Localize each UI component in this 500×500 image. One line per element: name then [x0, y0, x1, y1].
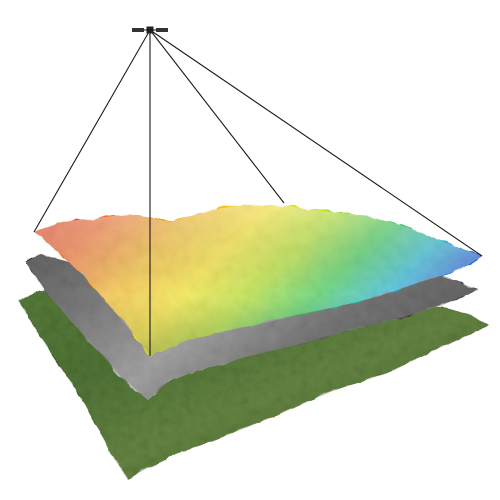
elevation-color-layer: [34, 204, 482, 356]
projection-lines: [33, 29, 483, 356]
satellite-icon: [132, 26, 168, 34]
